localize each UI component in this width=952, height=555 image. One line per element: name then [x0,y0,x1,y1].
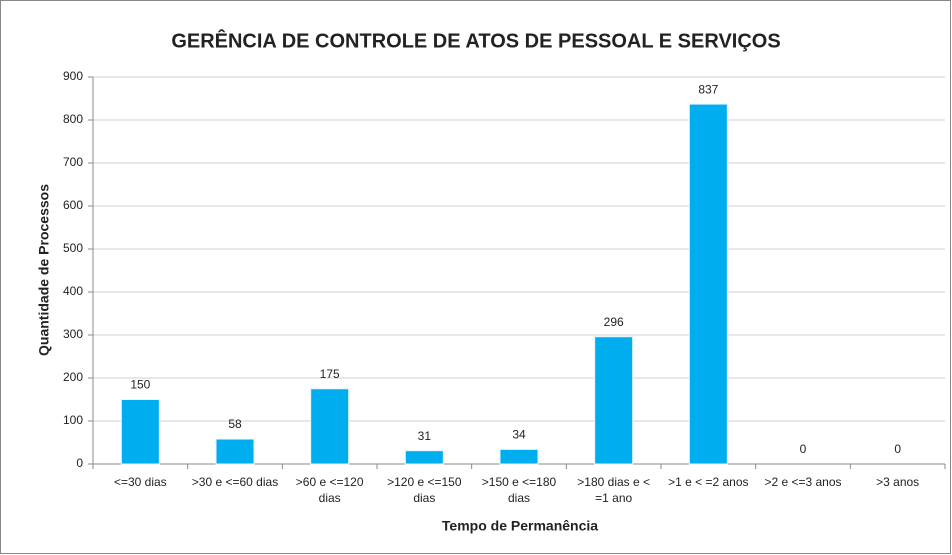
bar [688,103,728,465]
data-label: 58 [228,417,242,431]
y-tick-label: 0 [76,456,83,470]
y-tick-label: 900 [63,69,83,83]
y-tick-label: 700 [63,155,83,169]
chart-title: GERÊNCIA DE CONTROLE DE ATOS DE PESSOAL … [171,28,780,52]
data-label: 34 [512,428,526,442]
data-label: 175 [320,367,340,381]
x-tick-label: >120 e <=150 dias [387,475,462,505]
data-label: 31 [418,429,432,443]
x-tick-label: >150 e <=180 dias [482,475,557,505]
x-tick-label: >30 e <=60 dias [192,475,278,489]
y-tick-label: 500 [63,241,83,255]
bar [215,438,255,465]
y-tick-label: 600 [63,198,83,212]
x-axis-title: Tempo de Permanência [442,518,598,534]
x-tick-label: >1 e < =2 anos [668,475,748,489]
bar [120,399,160,465]
bar [594,336,634,465]
data-label: 837 [698,82,718,96]
data-label: 150 [130,378,150,392]
bar [310,388,350,465]
data-label: 296 [604,315,624,329]
x-tick-label: >3 anos [876,475,919,489]
bar [404,450,444,465]
x-tick-label: >180 dias e < =1 ano [577,475,650,505]
x-tick-label: >60 e <=120 dias [296,475,364,505]
y-tick-label: 300 [63,327,83,341]
y-tick-label: 400 [63,284,83,298]
data-label: 0 [800,442,807,456]
data-label: 0 [894,442,901,456]
y-axis-title: Quantidade de Processos [36,184,52,356]
x-tick-label: >2 e <=3 anos [764,475,841,489]
y-tick-label: 800 [63,112,83,126]
y-tick-label: 200 [63,370,83,384]
y-tick-label: 100 [63,413,83,427]
bar [499,448,539,465]
x-tick-label: <=30 dias [114,475,167,489]
